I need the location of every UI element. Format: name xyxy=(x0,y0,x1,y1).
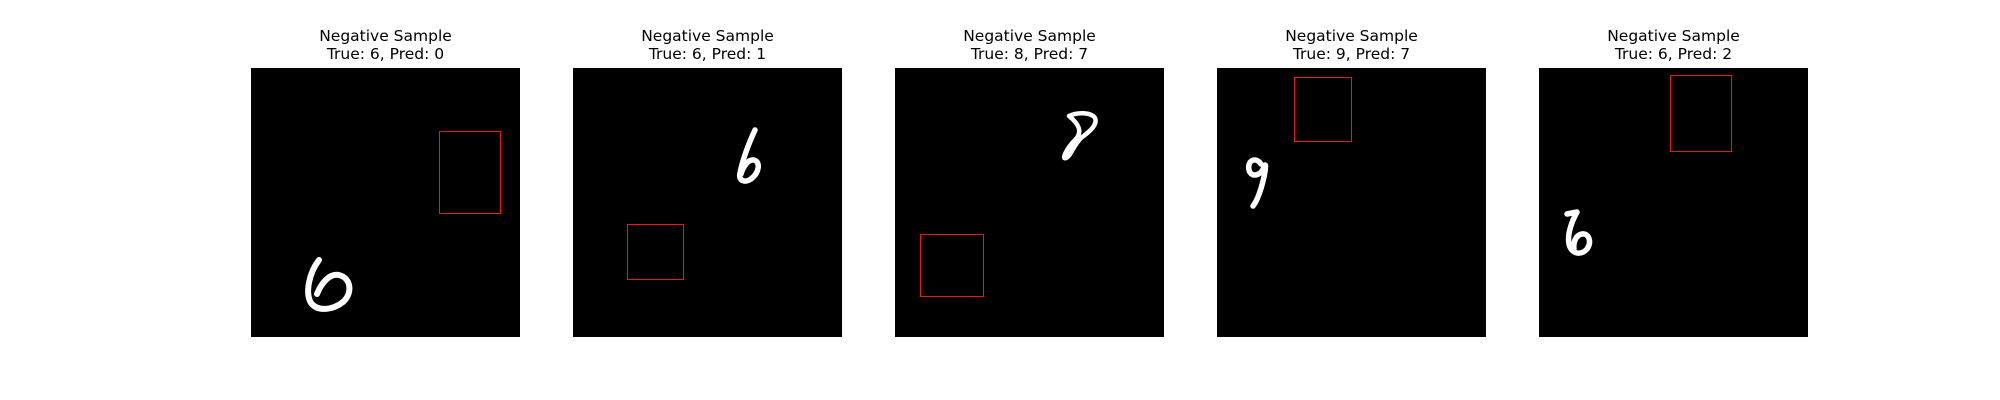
panel-title: Negative Sample True: 9, Pred: 7 xyxy=(1177,27,1526,63)
panel-subtitle: True: 6, Pred: 0 xyxy=(211,45,560,63)
panel-heading: Negative Sample xyxy=(533,27,882,45)
panel-heading: Negative Sample xyxy=(855,27,1204,45)
sample-image xyxy=(895,68,1164,337)
sample-image xyxy=(573,68,842,337)
panel-subtitle: True: 6, Pred: 2 xyxy=(1499,45,1848,63)
panel-subtitle: True: 6, Pred: 1 xyxy=(533,45,882,63)
sample-image xyxy=(251,68,520,337)
sample-image xyxy=(1217,68,1486,337)
sample-panel-2: Negative Sample True: 6, Pred: 1 xyxy=(573,0,842,400)
panel-title: Negative Sample True: 8, Pred: 7 xyxy=(855,27,1204,63)
sample-image xyxy=(1539,68,1808,337)
panel-subtitle: True: 8, Pred: 7 xyxy=(855,45,1204,63)
panel-heading: Negative Sample xyxy=(1499,27,1848,45)
sample-panel-1: Negative Sample True: 6, Pred: 0 xyxy=(251,0,520,400)
detection-box xyxy=(1294,77,1352,142)
panel-subtitle: True: 9, Pred: 7 xyxy=(1177,45,1526,63)
panel-title: Negative Sample True: 6, Pred: 2 xyxy=(1499,27,1848,63)
detection-box xyxy=(1670,75,1732,152)
panel-title: Negative Sample True: 6, Pred: 1 xyxy=(533,27,882,63)
sample-panel-5: Negative Sample True: 6, Pred: 2 xyxy=(1539,0,1808,400)
detection-box xyxy=(627,224,684,280)
detection-box xyxy=(439,131,501,214)
panel-heading: Negative Sample xyxy=(211,27,560,45)
handwritten-digit-6-icon xyxy=(573,68,842,337)
detection-box xyxy=(920,234,984,297)
panel-heading: Negative Sample xyxy=(1177,27,1526,45)
panel-title: Negative Sample True: 6, Pred: 0 xyxy=(211,27,560,63)
sample-panel-4: Negative Sample True: 9, Pred: 7 xyxy=(1217,0,1486,400)
sample-panel-3: Negative Sample True: 8, Pred: 7 xyxy=(895,0,1164,400)
